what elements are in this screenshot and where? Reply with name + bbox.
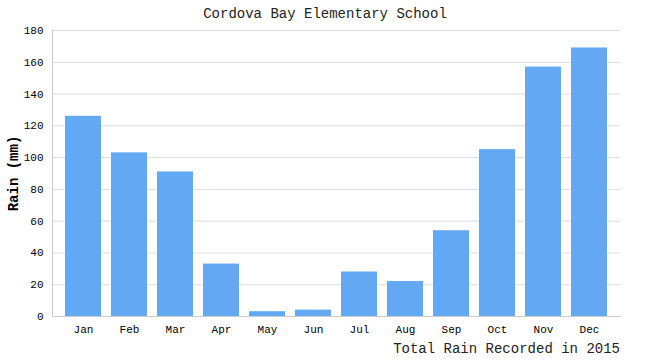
svg-text:Rain (mm): Rain (mm) [6, 136, 22, 212]
svg-text:180: 180 [24, 26, 44, 37]
svg-text:100: 100 [24, 152, 44, 164]
svg-text:Apr: Apr [212, 324, 232, 336]
svg-text:Oct: Oct [488, 324, 508, 336]
svg-text:Mar: Mar [166, 324, 186, 336]
svg-text:0: 0 [37, 311, 44, 323]
svg-text:160: 160 [24, 57, 44, 69]
html-text:Total Rain Recorded in 2015: Total Rain Recorded in 2015 [393, 341, 620, 357]
html-text:Cordova Bay Elementary School: Cordova Bay Elementary School [203, 6, 447, 22]
svg-text:60: 60 [30, 216, 43, 228]
svg-text:Sep: Sep [442, 324, 462, 336]
svg-text:Jun: Jun [304, 324, 324, 336]
svg-text:Aug: Aug [396, 324, 416, 336]
svg-text:120: 120 [24, 120, 44, 132]
svg-text:May: May [258, 324, 278, 336]
svg-text:80: 80 [30, 184, 43, 196]
svg-text:Jul: Jul [350, 324, 370, 336]
svg-text:140: 140 [24, 89, 44, 101]
svg-text:Jan: Jan [74, 324, 94, 336]
svg-text:40: 40 [30, 247, 43, 259]
svg-text:20: 20 [30, 279, 43, 291]
svg-text:Nov: Nov [534, 324, 554, 336]
svg-text:Feb: Feb [120, 324, 140, 336]
svg-text:Dec: Dec [580, 324, 600, 336]
